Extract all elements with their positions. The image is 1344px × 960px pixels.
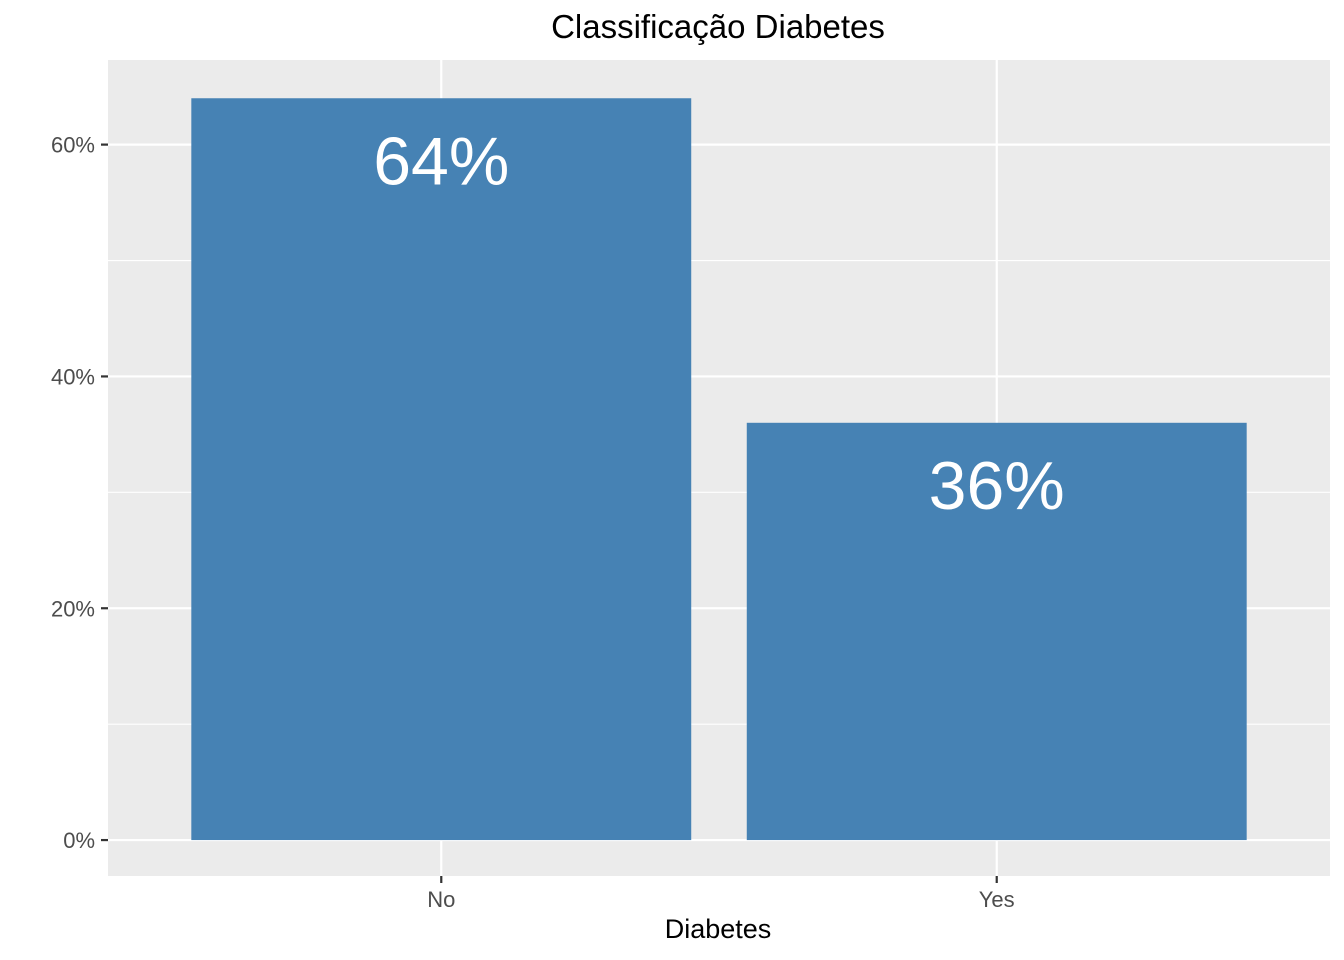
y-tick-label: 20%: [51, 596, 95, 621]
x-axis: No Yes: [427, 876, 1015, 912]
x-tick-label: No: [427, 887, 455, 912]
x-axis-title: Diabetes: [665, 914, 772, 944]
bar-no: [191, 98, 692, 841]
y-axis: 0% 20% 40% 60%: [51, 133, 108, 853]
bars: [191, 98, 1247, 841]
bar-yes: [746, 422, 1247, 841]
x-tick-label: Yes: [979, 887, 1015, 912]
y-tick-label: 60%: [51, 133, 95, 158]
bar-labels: 64% 36%: [373, 123, 1065, 524]
chart-title: Classificação Diabetes: [551, 8, 885, 45]
y-tick-label: 40%: [51, 364, 95, 389]
y-tick-label: 0%: [63, 828, 95, 853]
bar-value-label: 36%: [929, 448, 1065, 524]
bar-value-label: 64%: [373, 123, 509, 199]
